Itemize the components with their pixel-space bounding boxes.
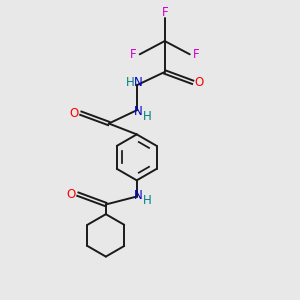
Text: H: H <box>143 194 152 207</box>
Text: H: H <box>126 76 135 89</box>
Text: O: O <box>67 188 76 201</box>
Text: N: N <box>134 105 142 118</box>
Text: H: H <box>143 110 152 123</box>
Text: F: F <box>193 48 200 61</box>
Text: N: N <box>134 189 142 202</box>
Text: N: N <box>134 76 142 89</box>
Text: F: F <box>161 6 168 19</box>
Text: O: O <box>70 107 79 120</box>
Text: O: O <box>194 76 204 89</box>
Text: F: F <box>130 48 136 61</box>
